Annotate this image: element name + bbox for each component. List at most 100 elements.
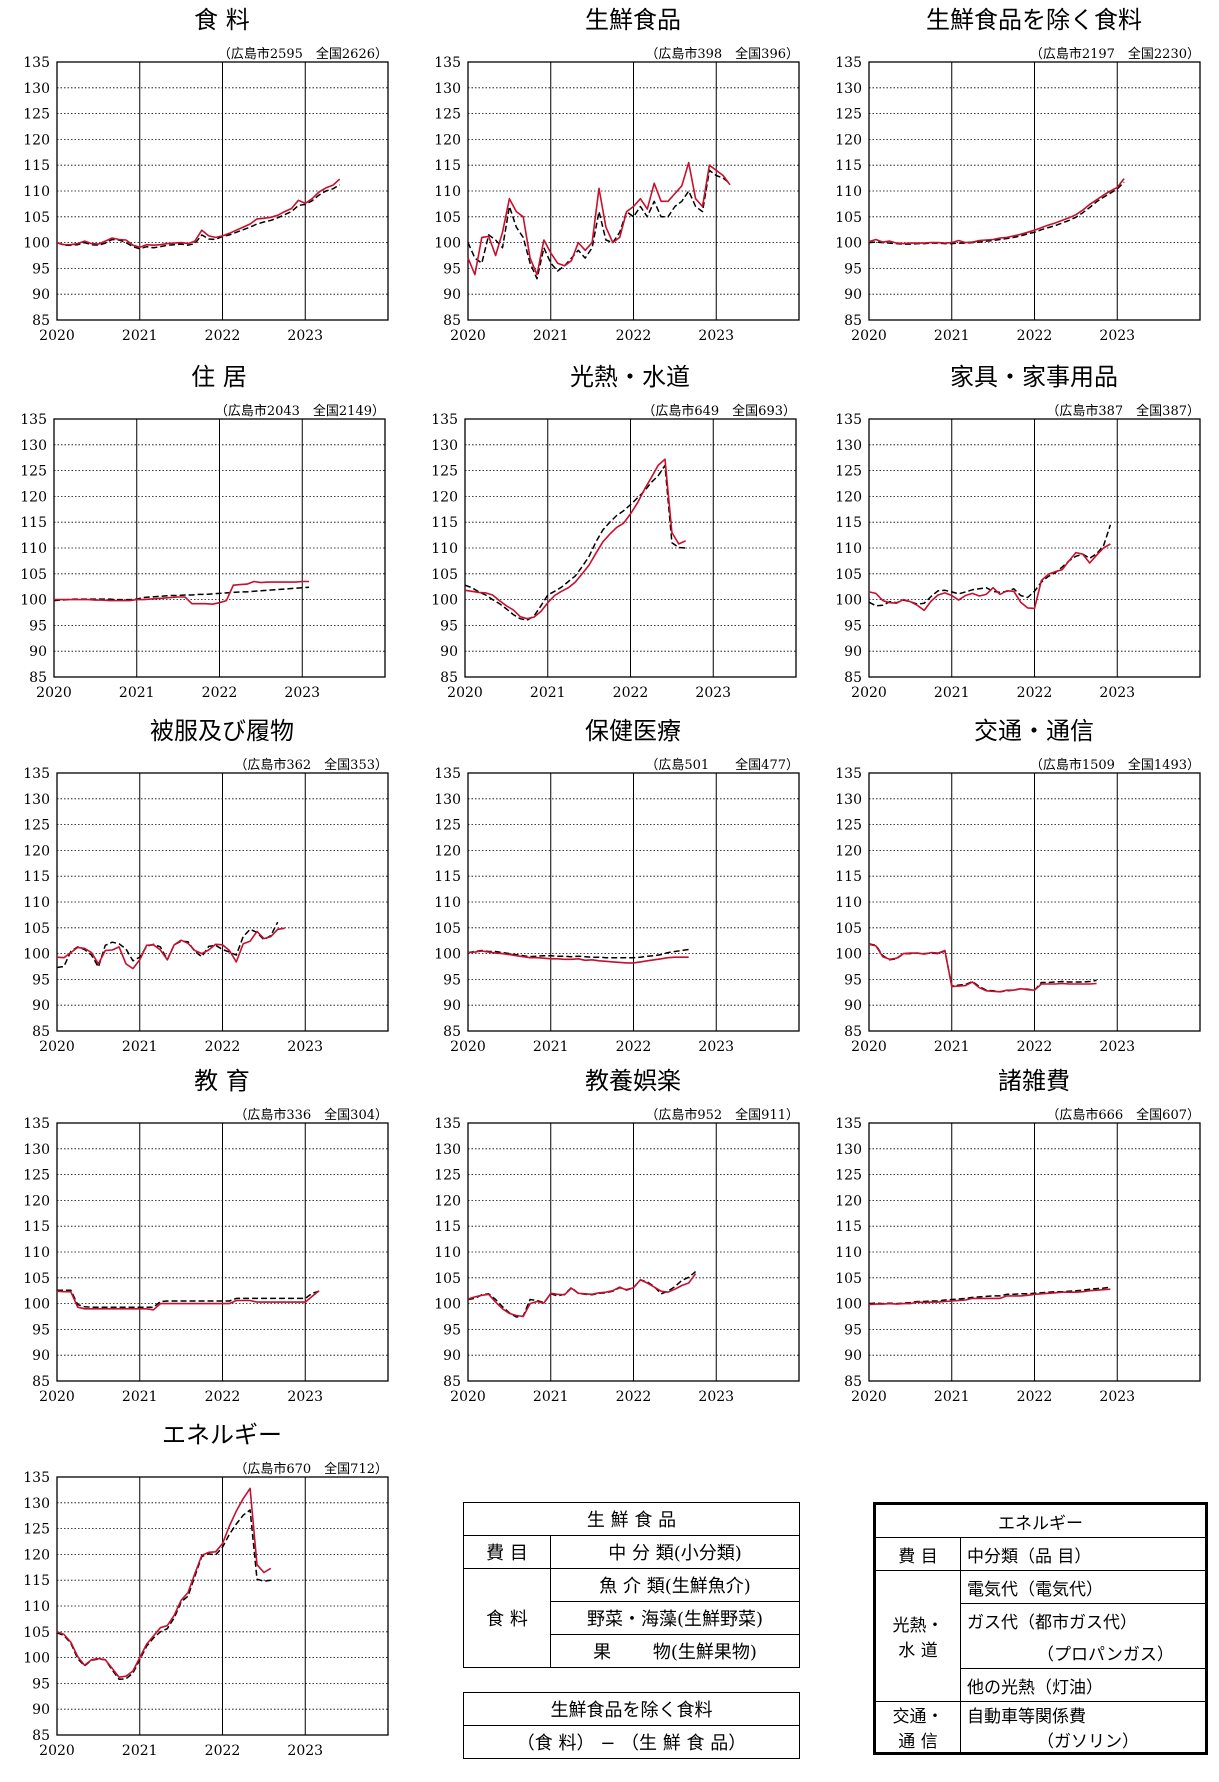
x-tick-label: 2023 <box>287 1039 323 1055</box>
series-line-national <box>868 943 1097 993</box>
chart-8: 交通・通信 （広島市1509 全国1493） 135 130 125 120 115 110 1… <box>835 717 1201 1055</box>
series-line-hiroshima <box>464 458 687 620</box>
y-tick-label: 105 <box>434 210 461 226</box>
x-tick-label: 2021 <box>530 685 566 701</box>
y-tick-label: 90 <box>844 644 862 660</box>
x-tick-label: 2021 <box>122 1743 158 1759</box>
y-tick-label: 100 <box>434 236 461 252</box>
chart-title: 住 居 <box>191 363 247 391</box>
y-tick-label: 125 <box>431 464 458 480</box>
energy-table-cat-utilities: 光熱・水 道 <box>874 1570 961 1702</box>
chart-10: 教養娯楽 （広島市952 全国911） 135 130 125 120 115 110 105 1… <box>434 1067 800 1405</box>
x-tick-label: 2020 <box>36 685 72 701</box>
fresh-table-title: 生 鮮 食 品 <box>463 1502 800 1536</box>
y-tick-label: 135 <box>431 412 458 428</box>
x-tick-label: 2020 <box>851 1039 887 1055</box>
energy-table-row-propane: （プロパンガス） <box>960 1636 1207 1669</box>
y-tick-label: 100 <box>835 593 862 609</box>
y-tick-label: 120 <box>434 132 461 148</box>
series-line-national <box>57 1289 320 1308</box>
y-tick-label: 120 <box>431 489 458 505</box>
energy-table-title: エネルギー <box>874 1503 1207 1538</box>
series-line-hiroshima <box>868 543 1111 612</box>
plot-frame <box>464 418 797 678</box>
plot-frame <box>467 1122 800 1382</box>
series-line-hiroshima <box>56 927 285 970</box>
chart-title: 光熱・水道 <box>570 363 690 391</box>
y-tick-label: 135 <box>835 412 862 428</box>
chart-weights: （広島市398 全国396） <box>645 46 799 62</box>
y-tick-label: 115 <box>20 515 47 531</box>
y-tick-label: 120 <box>434 843 461 859</box>
y-tick-label: 110 <box>434 1245 461 1261</box>
y-tick-label: 110 <box>835 541 862 557</box>
energy-table-row-kerosene: 他の光熱（灯油） <box>960 1668 1207 1702</box>
y-tick-label: 120 <box>835 132 862 148</box>
x-tick-label: 2022 <box>205 1039 241 1055</box>
fresh-table-row-fruits: 果 物(生鮮果物) <box>550 1634 800 1668</box>
series-line-hiroshima <box>56 1487 272 1678</box>
y-tick-label: 120 <box>23 843 50 859</box>
y-tick-label: 95 <box>32 972 50 988</box>
chart-weights: （広島市952 全国911） <box>645 1107 799 1123</box>
y-tick-label: 95 <box>440 618 458 634</box>
y-tick-label: 115 <box>835 515 862 531</box>
y-tick-label: 95 <box>29 618 47 634</box>
y-tick-label: 105 <box>835 567 862 583</box>
y-tick-label: 130 <box>431 438 458 454</box>
y-tick-label: 105 <box>434 1271 461 1287</box>
y-tick-label: 100 <box>434 947 461 963</box>
x-tick-label: 2020 <box>851 328 887 344</box>
series-line-hiroshima <box>56 178 341 248</box>
y-tick-label: 115 <box>835 869 862 885</box>
chart-weights: （広島市2043 全国2149） <box>215 403 385 419</box>
y-tick-label: 110 <box>20 541 47 557</box>
y-tick-label: 95 <box>443 972 461 988</box>
x-tick-label: 2023 <box>1099 328 1135 344</box>
x-tick-label: 2022 <box>616 1039 652 1055</box>
y-tick-label: 115 <box>434 1219 461 1235</box>
series-line-hiroshima <box>54 580 310 606</box>
energy-cat2-line1: 交通・ <box>892 1707 944 1727</box>
y-tick-label: 135 <box>23 1470 50 1486</box>
fresh-table-header-item: 費 目 <box>463 1535 551 1569</box>
fresh-table-row-fish: 魚 介 類(生鮮魚介) <box>550 1568 800 1602</box>
y-tick-label: 100 <box>835 236 862 252</box>
y-tick-label: 85 <box>32 1024 50 1040</box>
y-tick-label: 85 <box>844 1374 862 1390</box>
y-tick-label: 115 <box>835 1219 862 1235</box>
y-tick-label: 90 <box>443 998 461 1014</box>
y-tick-label: 125 <box>23 1168 50 1184</box>
x-tick-label: 2020 <box>39 1743 75 1759</box>
y-tick-label: 110 <box>23 895 50 911</box>
y-tick-label: 95 <box>844 618 862 634</box>
y-tick-label: 130 <box>835 81 862 97</box>
excl-table-title: 生鮮食品を除く食料 <box>463 1692 800 1726</box>
y-tick-label: 115 <box>431 515 458 531</box>
x-tick-label: 2020 <box>39 1039 75 1055</box>
chart-weights: （広島市649 全国693） <box>642 403 796 419</box>
y-tick-label: 85 <box>443 1374 461 1390</box>
energy-row4-line1: 自動車等関係費 <box>967 1707 1086 1727</box>
y-tick-label: 135 <box>434 1116 461 1132</box>
y-tick-label: 95 <box>844 972 862 988</box>
chart-weights: （広島市362 全国353） <box>234 757 388 773</box>
x-tick-label: 2021 <box>934 1039 970 1055</box>
y-tick-label: 90 <box>844 1348 862 1364</box>
y-tick-label: 115 <box>434 158 461 174</box>
y-tick-label: 100 <box>431 593 458 609</box>
y-tick-label: 125 <box>20 464 47 480</box>
chart-4: 光熱・水道 （広島市649 全国693） 135 130 125 120 115 110 105… <box>431 363 797 701</box>
y-tick-label: 95 <box>844 1322 862 1338</box>
y-tick-label: 125 <box>434 818 461 834</box>
x-tick-label: 2020 <box>39 1389 75 1405</box>
y-tick-label: 135 <box>23 1116 50 1132</box>
chart-title: 交通・通信 <box>974 717 1094 745</box>
x-tick-label: 2020 <box>450 328 486 344</box>
y-tick-label: 100 <box>835 1297 862 1313</box>
y-tick-label: 110 <box>434 895 461 911</box>
chart-title: 家具・家事用品 <box>950 363 1118 391</box>
chart-title: エネルギー <box>162 1421 282 1449</box>
y-tick-label: 135 <box>835 766 862 782</box>
